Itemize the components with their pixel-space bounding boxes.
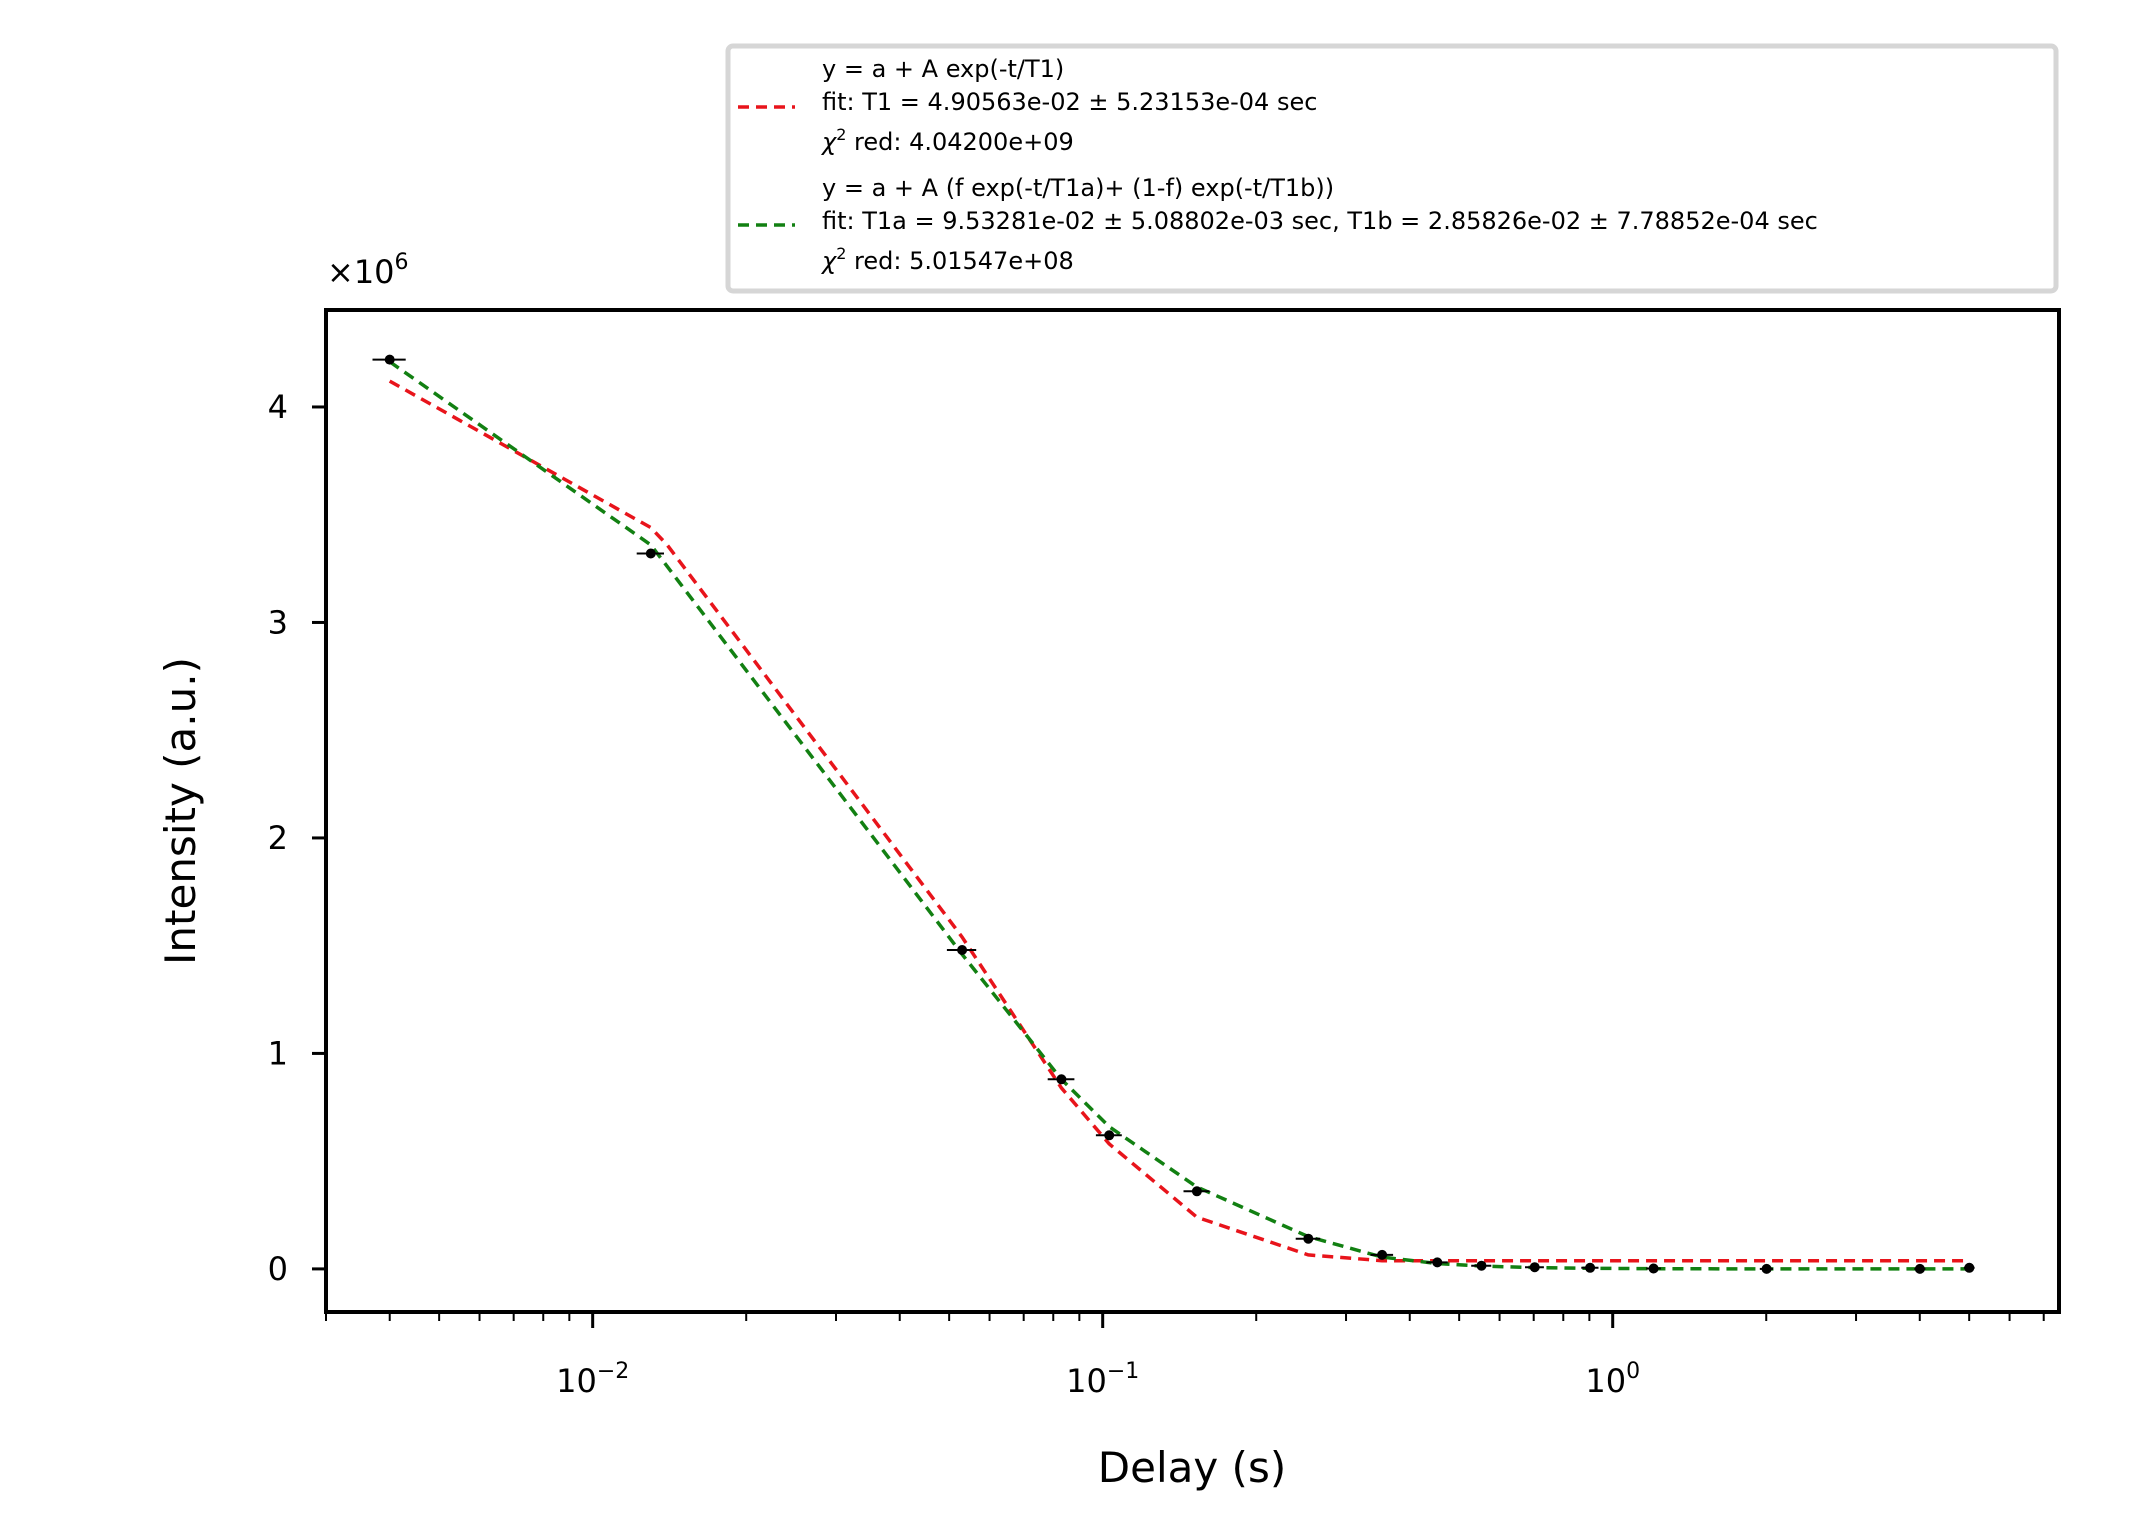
x-tick-label-base-1: 10 [1066,1362,1107,1400]
legend-chi-1: χ2 red: 5.01547e+08 [820,244,1074,275]
data-point-15 [1964,1262,1975,1273]
legend-line-1-1: fit: T1a = 9.53281e-02 ± 5.08802e-03 sec… [822,207,1818,235]
legend-line-0-0: y = a + A exp(-t/T1) [822,55,1064,83]
y-axis-label: Intensity (a.u.) [156,657,205,965]
legend-frame [725,43,2059,294]
x-tick-label-exp-0: −2 [597,1359,629,1384]
data-point-11 [1585,1262,1596,1273]
legend-chi-exp-0: 2 [836,125,846,144]
data-point-4 [1104,1130,1115,1141]
y-tick-label-1: 1 [268,1034,288,1072]
data-point-8 [1432,1257,1443,1268]
legend-chi-exp-1: 2 [836,244,846,263]
fit-line-series-0 [388,379,1970,1263]
data-point-6 [1303,1233,1314,1244]
data-point-1 [645,548,656,559]
plot-marks [372,354,1975,1274]
y-tick-label-2: 2 [268,819,288,857]
data-point-14 [1914,1263,1925,1274]
y-multiplier-exp: 6 [395,250,409,275]
legend: y = a + A exp(-t/T1) fit: T1 = 4.90563e-… [725,43,2059,294]
y-multiplier-base: ×10 [327,253,395,291]
data-point-5 [1191,1186,1202,1197]
data-point-0 [384,354,395,365]
legend-chi-symbol-0: χ [820,128,837,156]
x-tick-label-1: 10−1 [1066,1359,1139,1400]
data-point-3 [1056,1074,1067,1085]
x-tick-label-base-0: 10 [556,1362,597,1400]
data-point-10 [1529,1262,1540,1273]
y-tick-label-3: 3 [268,603,288,641]
data-point-7 [1377,1249,1388,1260]
x-tick-label-0: 10−2 [556,1359,629,1400]
data-point-12 [1648,1263,1659,1274]
legend-chi-value-1: red: 5.01547e+08 [846,247,1073,275]
y-tick-label-4: 4 [268,388,288,426]
fit-line-series-1 [388,360,1970,1271]
legend-line-1-0: y = a + A (f exp(-t/T1a)+ (1-f) exp(-t/T… [822,174,1334,202]
legend-line-0-1: fit: T1 = 4.90563e-02 ± 5.23153e-04 sec [822,88,1317,116]
legend-chi-symbol-1: χ [820,247,837,275]
x-tick-label-2: 100 [1585,1359,1640,1400]
y-tick-label-0: 0 [268,1250,288,1288]
plot-frame [324,308,2061,1314]
x-axis-label: Delay (s) [1098,1443,1286,1492]
x-tick-label-exp-2: 0 [1626,1359,1640,1384]
x-tick-label-base-2: 10 [1585,1362,1626,1400]
y-multiplier: ×106 [327,250,409,291]
data-point-9 [1476,1260,1487,1271]
legend-chi-value-0: red: 4.04200e+09 [846,128,1073,156]
legend-chi-0: χ2 red: 4.04200e+09 [820,125,1074,156]
data-point-2 [957,945,968,955]
data-point-13 [1761,1263,1772,1274]
x-tick-label-exp-1: −1 [1107,1359,1139,1384]
